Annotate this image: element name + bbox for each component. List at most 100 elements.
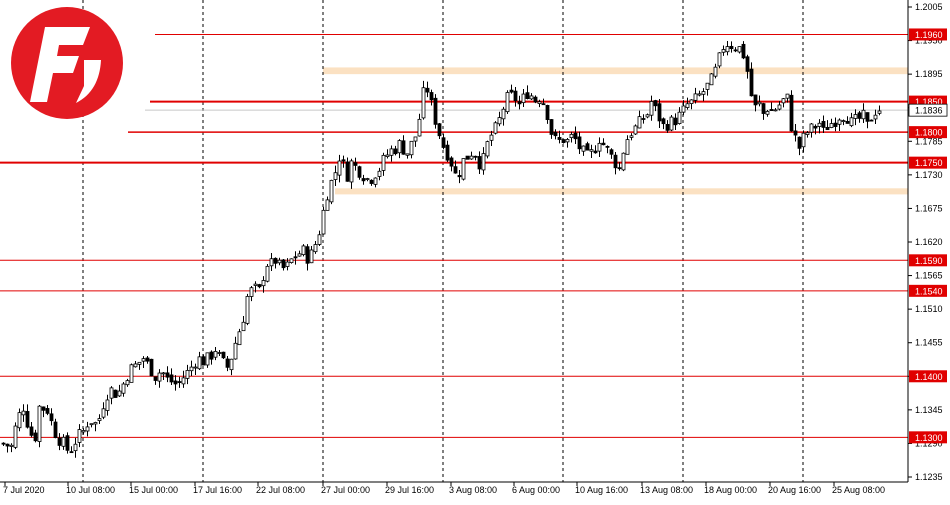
candle-bear	[153, 376, 158, 381]
candle-bull	[565, 139, 570, 143]
candle-bear	[457, 175, 462, 178]
candle-bull	[493, 122, 498, 134]
candle-bear	[173, 380, 178, 385]
candle-bull	[277, 259, 282, 264]
candle-bear	[49, 413, 54, 422]
candle-bull	[105, 399, 110, 411]
candle-bull	[757, 101, 762, 105]
candle-bear	[425, 87, 430, 93]
candle-bull	[337, 160, 342, 176]
candle-bull	[853, 114, 858, 119]
candle-bear	[221, 351, 226, 359]
candle-bull	[497, 117, 502, 125]
candle-bear	[433, 97, 438, 125]
candle-bear	[789, 94, 794, 132]
candle-bull	[469, 155, 474, 160]
candle-bull	[197, 356, 202, 370]
candle-bull	[521, 93, 526, 104]
candle-bull	[121, 383, 126, 394]
candle-bull	[137, 361, 142, 365]
candle-bear	[865, 112, 870, 122]
candle-bear	[453, 166, 458, 174]
candle-bull	[241, 321, 246, 332]
candle-bear	[445, 144, 450, 161]
candle-bear	[305, 246, 310, 264]
x-tick-label: 22 Jul 08:00	[256, 485, 305, 495]
candle-bear	[585, 143, 590, 151]
candle-bull	[461, 158, 466, 180]
candle-bull	[21, 410, 26, 416]
candle-bull	[765, 111, 770, 115]
y-tick-label: 1.1235	[915, 472, 943, 482]
candle-bear	[429, 92, 434, 101]
candle-bear	[225, 358, 230, 368]
candle-bull	[193, 366, 198, 369]
candle-bull	[781, 98, 786, 104]
candle-bear	[201, 356, 206, 366]
y-tick-label: 1.1675	[915, 203, 943, 213]
candle-bull	[389, 148, 394, 156]
candle-bull	[773, 109, 778, 112]
price-zone	[323, 67, 908, 75]
candle-bear	[57, 437, 62, 446]
candle-bull	[669, 116, 674, 131]
candle-bull	[253, 283, 258, 286]
candle-bull	[229, 358, 234, 371]
candle-bull	[237, 331, 242, 346]
candle-bear	[353, 162, 358, 166]
candle-bull	[13, 425, 18, 448]
candle-bear	[665, 124, 670, 131]
candle-bear	[745, 56, 750, 72]
candle-bull	[737, 46, 742, 53]
candle-bear	[733, 49, 738, 52]
x-tick-label: 7 Jul 2020	[3, 485, 45, 495]
candle-bull	[837, 119, 842, 125]
candle-bear	[845, 120, 850, 124]
candle-bear	[653, 100, 658, 107]
candle-bull	[689, 99, 694, 104]
candle-bull	[877, 110, 882, 114]
candle-bull	[849, 117, 854, 127]
candle-bull	[205, 352, 210, 366]
candle-bull	[489, 134, 494, 141]
y-tick-label: 1.1620	[915, 237, 943, 247]
candle-bull	[677, 111, 682, 124]
candle-bull	[349, 160, 354, 183]
candle-bear	[169, 374, 174, 383]
candle-bull	[861, 109, 866, 120]
candle-bull	[397, 140, 402, 154]
level-badge	[909, 156, 947, 169]
candle-bull	[485, 141, 490, 157]
candle-bull	[409, 140, 414, 156]
candle-bull	[249, 287, 254, 297]
candle-bear	[273, 257, 278, 264]
candle-bull	[317, 234, 322, 245]
level-badge	[909, 28, 947, 41]
level-badge-label: 1.1800	[915, 128, 943, 138]
candle-bear	[345, 161, 350, 182]
candle-bull	[373, 177, 378, 185]
candle-bear	[741, 43, 746, 59]
candle-bear	[1, 442, 6, 445]
candle-bear	[825, 126, 830, 131]
candle-bull	[117, 390, 122, 397]
plot-area	[0, 0, 908, 482]
candle-bear	[601, 142, 606, 146]
candle-bull	[365, 178, 370, 180]
candle-bull	[217, 352, 222, 354]
candle-bear	[33, 432, 38, 442]
candle-bear	[661, 118, 666, 125]
candle-bull	[505, 92, 510, 113]
x-tick-label: 10 Jul 08:00	[66, 485, 115, 495]
logo-swoosh	[76, 60, 101, 103]
level-badge	[909, 126, 947, 139]
candle-bear	[517, 101, 522, 105]
candle-bull	[405, 153, 410, 156]
candle-bull	[713, 66, 718, 77]
candle-bull	[693, 93, 698, 101]
candle-bear	[257, 284, 262, 288]
candle-bear	[673, 117, 678, 126]
current-price-label: 1.1836	[915, 106, 943, 116]
candle-bull	[705, 82, 710, 90]
candle-bear	[561, 139, 566, 144]
